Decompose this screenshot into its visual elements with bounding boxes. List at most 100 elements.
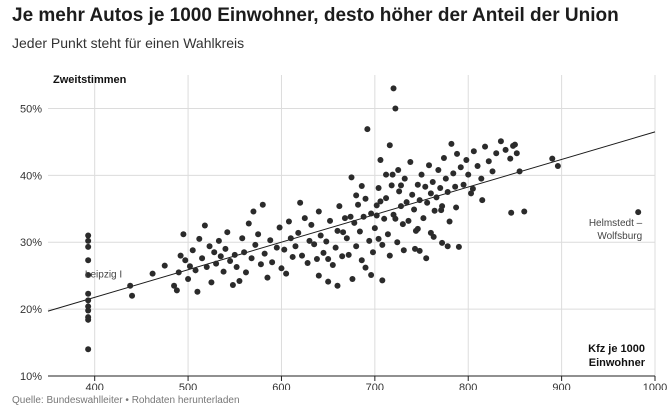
data-point (315, 272, 322, 279)
source-text: Quelle: Bundeswahlleiter (12, 395, 123, 406)
data-point (516, 168, 523, 175)
data-point (454, 150, 461, 157)
data-point (255, 231, 262, 238)
annotation-label: Leipzig I (85, 270, 122, 281)
x-tick-label: 700 (366, 382, 384, 390)
data-point (358, 183, 365, 190)
data-point (257, 261, 264, 268)
data-point (327, 217, 334, 224)
data-point (479, 197, 486, 204)
data-points (85, 85, 642, 353)
download-raw-data-link[interactable]: Rohdaten herunterladen (131, 395, 240, 406)
data-point (450, 170, 457, 177)
data-point (177, 252, 184, 259)
data-point (289, 253, 296, 260)
data-point (220, 268, 227, 275)
data-point (85, 297, 92, 304)
data-point (85, 290, 92, 297)
data-point (364, 126, 371, 133)
data-point (199, 255, 206, 262)
data-point (317, 232, 324, 239)
data-point (368, 271, 375, 278)
data-point (383, 195, 390, 202)
data-point (489, 168, 496, 175)
data-point (313, 255, 320, 262)
chart-subtitle: Jeder Punkt steht für einen Wahlkreis (12, 35, 245, 51)
scatter-chart: 400 500 600 700 800 900 1000 10% 20% 30% 40% 50% Le… (20, 74, 667, 390)
data-point (366, 237, 373, 244)
data-point (85, 316, 92, 323)
data-point (292, 243, 299, 250)
y-tick-label: 20% (20, 304, 42, 316)
data-point (377, 156, 384, 163)
data-point (211, 249, 218, 256)
data-point (453, 204, 460, 211)
data-point (448, 140, 455, 147)
data-point (508, 209, 515, 216)
data-point (345, 251, 352, 258)
data-point (175, 269, 182, 276)
data-point (465, 171, 472, 178)
data-point (427, 190, 434, 197)
data-point (549, 155, 556, 162)
data-point (304, 259, 311, 266)
y-tick-label: 30% (20, 237, 42, 249)
data-point (362, 264, 369, 271)
data-point (252, 241, 259, 248)
data-point (369, 249, 376, 256)
source-line: Quelle: Bundeswahlleiter • Rohdaten heru… (12, 395, 240, 406)
data-point (242, 269, 249, 276)
data-point (227, 257, 234, 264)
data-point (390, 85, 397, 92)
data-point (554, 162, 561, 169)
data-point (171, 282, 178, 289)
data-point (437, 185, 444, 192)
annotations: Leipzig I Helmstedt – Wolfsburg (85, 218, 643, 281)
data-point (416, 247, 423, 254)
trend-line (47, 131, 656, 312)
data-point (427, 229, 434, 236)
data-point (439, 239, 446, 246)
y-tick-label: 10% (20, 371, 42, 383)
data-point (379, 241, 386, 248)
data-point (231, 251, 238, 258)
x-tick-label: 500 (179, 382, 197, 390)
data-point (276, 224, 283, 231)
data-point (213, 260, 220, 267)
data-point (339, 253, 346, 260)
data-point (215, 237, 222, 244)
data-point (388, 182, 395, 189)
x-axis-label-line-1: Kfz je 1000 (588, 343, 645, 355)
data-point (422, 183, 429, 190)
data-point (236, 278, 243, 285)
data-point (85, 243, 92, 250)
data-point (299, 252, 306, 259)
data-point (349, 276, 356, 283)
data-point (395, 166, 402, 173)
data-point (460, 181, 467, 188)
data-point (442, 175, 449, 182)
data-point (320, 249, 327, 256)
data-point (283, 270, 290, 277)
x-axis-label-line-2: Einwohner (589, 357, 646, 369)
data-point (129, 292, 136, 299)
data-point (424, 199, 431, 206)
data-point (397, 182, 404, 189)
x-tick-label: 1000 (643, 382, 667, 390)
data-point (85, 307, 92, 314)
data-point (285, 218, 292, 225)
data-point (635, 209, 642, 216)
y-tick-label: 40% (20, 170, 42, 182)
data-point (426, 162, 433, 169)
axis-tick-labels: 400 500 600 700 800 900 1000 10% 20% 30% 40% 50% (20, 103, 667, 390)
data-point (325, 255, 332, 262)
data-point (444, 243, 451, 250)
data-point (438, 207, 445, 214)
data-point (261, 250, 268, 257)
data-point (521, 208, 528, 215)
data-point (414, 181, 421, 188)
data-point (329, 261, 336, 268)
data-point (469, 185, 476, 192)
data-point (203, 263, 210, 270)
y-axis-label: Zweitstimmen (53, 74, 127, 86)
